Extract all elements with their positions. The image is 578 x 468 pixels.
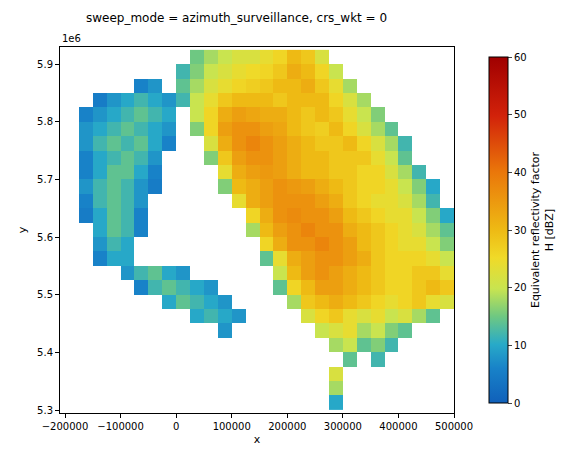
svg-text:1e6: 1e6 <box>62 33 81 44</box>
svg-text:500000: 500000 <box>435 421 473 432</box>
svg-text:200000: 200000 <box>268 421 306 432</box>
svg-text:0: 0 <box>173 421 179 432</box>
svg-text:60: 60 <box>514 52 527 63</box>
svg-text:20: 20 <box>514 282 527 293</box>
svg-text:sweep_mode = azimuth_surveilla: sweep_mode = azimuth_surveillance, crs_w… <box>86 11 387 25</box>
svg-text:5.6: 5.6 <box>37 232 53 243</box>
svg-text:30: 30 <box>514 225 527 236</box>
svg-text:5.8: 5.8 <box>37 116 53 127</box>
svg-text:50: 50 <box>514 109 527 120</box>
svg-text:5.5: 5.5 <box>37 289 53 300</box>
svg-text:x: x <box>254 433 261 446</box>
svg-text:0: 0 <box>514 398 520 409</box>
svg-text:5.3: 5.3 <box>37 405 53 416</box>
svg-text:5.4: 5.4 <box>37 347 53 358</box>
svg-text:300000: 300000 <box>324 421 362 432</box>
svg-text:−200000: −200000 <box>42 421 89 432</box>
svg-text:400000: 400000 <box>379 421 417 432</box>
svg-text:Equivalent reflectivity factor: Equivalent reflectivity factorH [dBZ] <box>529 151 556 308</box>
svg-text:5.7: 5.7 <box>37 174 53 185</box>
svg-text:100000: 100000 <box>213 421 251 432</box>
svg-text:5.9: 5.9 <box>37 59 53 70</box>
svg-text:40: 40 <box>514 167 527 178</box>
svg-text:10: 10 <box>514 340 527 351</box>
svg-text:y: y <box>16 226 29 233</box>
svg-text:−100000: −100000 <box>97 421 144 432</box>
